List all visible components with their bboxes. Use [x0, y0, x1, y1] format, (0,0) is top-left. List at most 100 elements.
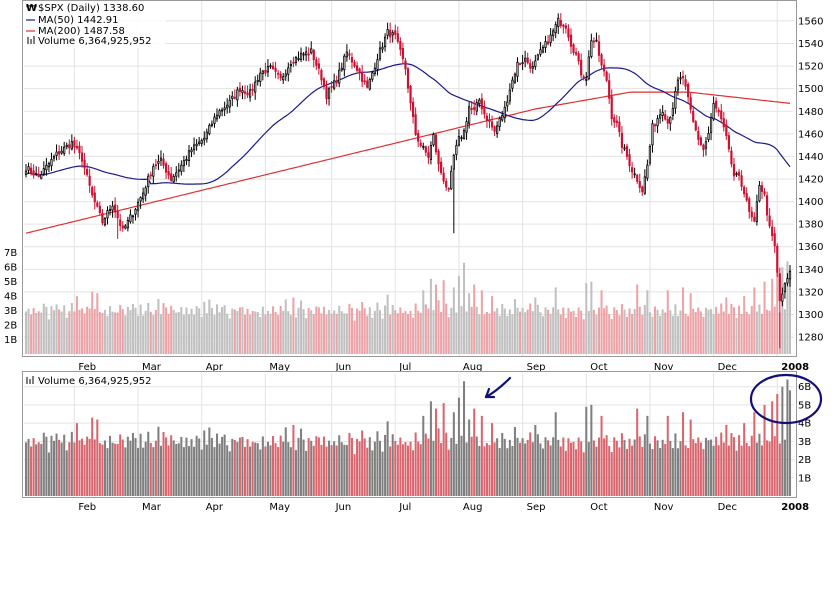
volume-overlay-bar	[519, 311, 522, 354]
volume-overlay-tick: 5B	[4, 277, 17, 288]
volume-overlay-bar	[363, 308, 366, 354]
volume-overlay-bar	[725, 297, 728, 354]
volume-bar	[312, 445, 315, 496]
candle	[277, 70, 280, 80]
volume-bar	[279, 435, 282, 496]
volume-bar	[384, 434, 387, 496]
volume-bar	[70, 431, 73, 496]
volume-overlay-bar	[70, 303, 73, 354]
month-label: Dec	[718, 362, 737, 373]
volume-overlay-bar	[434, 284, 438, 354]
candle	[552, 28, 555, 42]
volume-overlay-bar	[366, 315, 369, 354]
volume-bar	[208, 427, 211, 496]
volume-bar	[641, 446, 644, 496]
candle	[65, 142, 68, 150]
volume-overlay-tick: 1B	[4, 335, 17, 346]
candle	[503, 100, 506, 123]
volume-bar	[597, 437, 601, 496]
candle	[648, 144, 652, 166]
volume-bars	[24, 379, 792, 496]
candle	[641, 185, 644, 196]
volume-overlay-bar	[710, 309, 713, 354]
volume-bar	[610, 452, 613, 496]
candle	[249, 83, 252, 102]
candle	[325, 80, 328, 105]
volume-bar	[725, 424, 728, 496]
volume-bar	[496, 438, 499, 496]
volume-bar	[450, 437, 453, 496]
candle	[536, 53, 539, 61]
candle	[121, 221, 124, 232]
volume-bar	[320, 444, 323, 496]
volume-bar	[638, 436, 641, 496]
volume-bar	[684, 445, 687, 496]
volume-month-label: Nov	[654, 502, 674, 513]
candle	[707, 126, 710, 143]
month-label: Mar	[142, 362, 162, 373]
volume-overlay-bar	[524, 312, 527, 354]
volume-overlay-bar	[386, 294, 389, 354]
volume-bar	[447, 449, 450, 496]
volume-bar	[129, 440, 132, 496]
volume-overlay-bar	[287, 311, 290, 354]
candle	[294, 55, 298, 66]
volume-panel-icon	[26, 376, 34, 384]
volume-bar	[134, 437, 137, 496]
volume-overlay-bar	[256, 312, 259, 354]
price-tick-label: 1300	[798, 310, 823, 321]
candle	[52, 154, 56, 162]
candle	[366, 76, 369, 89]
candle	[310, 41, 313, 55]
candle	[282, 73, 285, 84]
volume-bar	[409, 441, 412, 496]
volume-overlay-bar	[24, 311, 28, 354]
volume-bar	[195, 435, 198, 496]
candle	[162, 153, 165, 169]
volume-overlay-bar	[131, 303, 134, 354]
volume-bar	[287, 442, 290, 496]
volume-bar	[368, 437, 371, 496]
volume-overlay-bar	[40, 312, 43, 354]
volume-bar	[353, 454, 356, 496]
volume-bar	[40, 443, 43, 496]
volume-bar	[215, 433, 219, 496]
volume-overlay-bar	[409, 310, 412, 354]
candle	[468, 102, 471, 129]
volume-bar	[623, 440, 626, 496]
volume-overlay-bar	[768, 310, 771, 354]
volume-overlay-bar	[478, 314, 481, 354]
candle	[518, 62, 522, 66]
volume-bar	[569, 442, 573, 496]
volume-overlay-bar	[373, 310, 376, 354]
volume-bar	[424, 433, 427, 496]
volume-bar	[340, 442, 343, 496]
candle	[422, 142, 425, 150]
candle	[676, 76, 680, 96]
volume-overlay-bar	[27, 308, 30, 354]
candle	[679, 71, 682, 85]
price-tick-label: 1280	[798, 333, 823, 344]
volume-overlay-bar	[470, 306, 473, 354]
volume-overlay-bar	[763, 281, 766, 354]
volume-overlay-bar	[317, 307, 320, 354]
volume-bar	[740, 445, 743, 496]
volume-bar	[567, 438, 570, 496]
month-label: 2008	[781, 362, 809, 373]
candle	[200, 138, 203, 147]
candle	[142, 187, 145, 203]
candle	[529, 59, 532, 73]
volume-bar	[664, 443, 667, 496]
volume-tick-label: 2B	[798, 455, 811, 466]
month-label: Apr	[206, 362, 224, 373]
candle	[218, 108, 221, 119]
volume-overlay-bar	[786, 261, 789, 354]
volume-overlay-bar	[249, 314, 252, 354]
volume-bar	[783, 439, 786, 496]
volume-bar	[659, 448, 662, 496]
candle	[539, 41, 542, 57]
candle	[574, 47, 578, 57]
volume-bar	[478, 445, 481, 496]
volume-overlay-bar	[182, 315, 185, 354]
volume-overlay-bar	[126, 306, 129, 354]
